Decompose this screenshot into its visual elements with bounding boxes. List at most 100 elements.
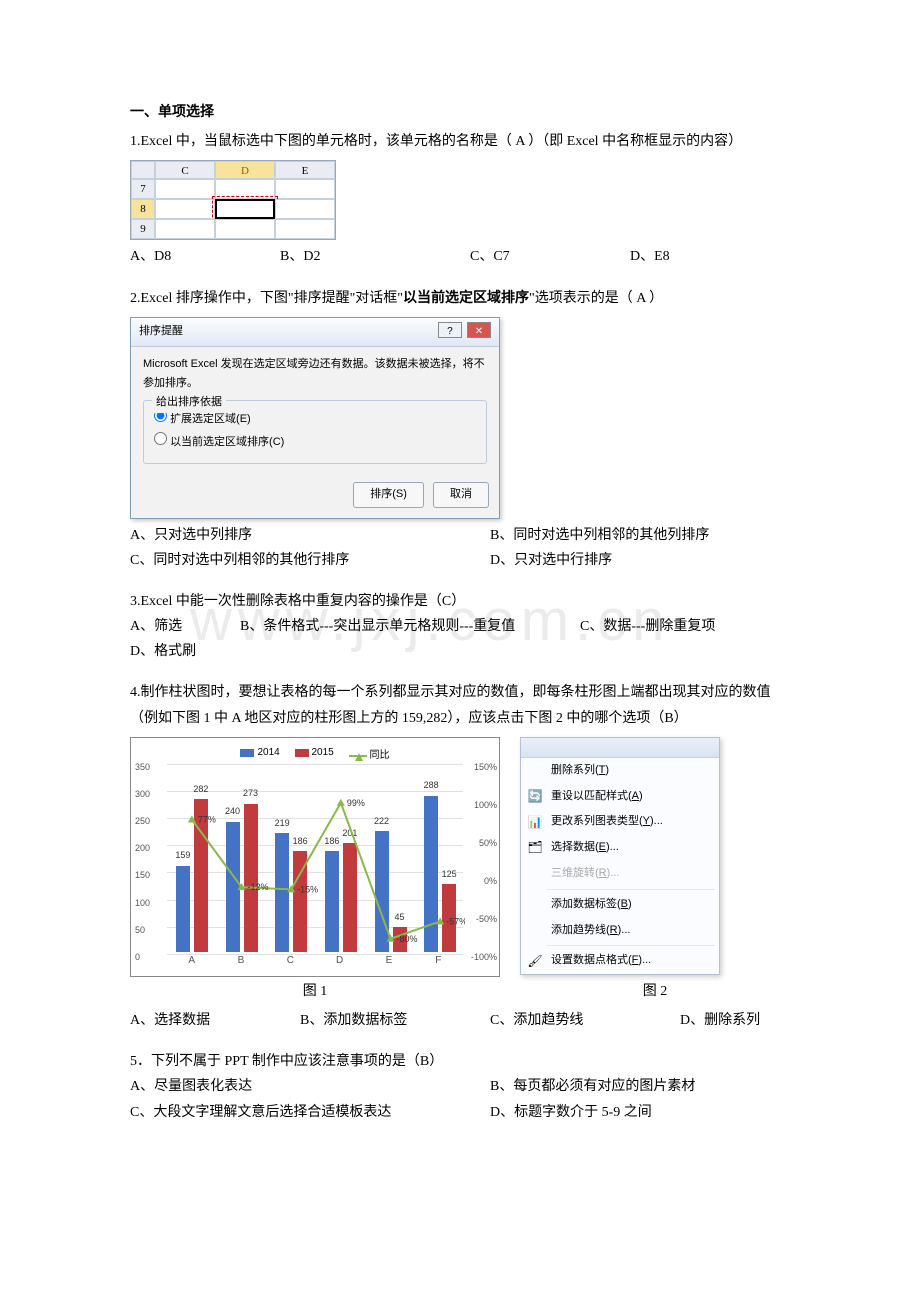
menu-item[interactable]: 📊 更改系列图表类型(Y)... xyxy=(521,809,719,835)
cell xyxy=(155,179,215,199)
cell xyxy=(275,199,335,219)
legend-line-icon xyxy=(349,755,367,757)
section-heading: 一、单项选择 xyxy=(130,100,790,125)
opt-d: D、E8 xyxy=(630,244,670,269)
opt-a: A、尽量图表化表达 xyxy=(130,1074,490,1099)
menu-item: 三维旋转(R)... xyxy=(521,861,719,887)
menu-label: 添加趋势线(R)... xyxy=(551,921,630,941)
q2-suffix: "选项表示的是（ A ） xyxy=(529,291,663,306)
svg-text:-57%: -57% xyxy=(446,916,465,926)
opt-a: A、D8 xyxy=(130,244,280,269)
legend-label: 同比 xyxy=(370,747,390,765)
opt-c: C、大段文字理解文意后选择合适模板表达 xyxy=(130,1100,490,1125)
menu-icon: 🗂 xyxy=(525,840,545,856)
context-menu: 删除系列(T) 🔄重设以匹配样式(A) 📊 更改系列图表类型(Y)... 🗂选择数据(E… xyxy=(520,737,720,975)
dialog-message: Microsoft Excel 发现在选定区域旁边还有数据。该数据未被选择，将不… xyxy=(143,355,487,395)
row-header: 9 xyxy=(131,219,155,239)
opt-c: C、同时对选中列相邻的其他行排序 xyxy=(130,548,490,573)
bar-chart: 2014 2015 同比 050100150200250300350 -100%… xyxy=(130,737,500,977)
caption-fig2: 图 2 xyxy=(520,979,790,1004)
menu-icon xyxy=(525,897,545,913)
menu-label: 删除系列(T) xyxy=(551,761,609,781)
radio-current[interactable]: 以当前选定区域排序(C) xyxy=(154,432,476,453)
legend-2014: 2014 xyxy=(240,744,279,762)
question-2: 2.Excel 排序操作中，下图"排序提醒"对话框"以当前选定区域排序"选项表示… xyxy=(130,286,790,573)
menu-label: 重设以匹配样式(A) xyxy=(551,787,643,807)
menu-item[interactable]: 🔄重设以匹配样式(A) xyxy=(521,784,719,810)
close-icon[interactable]: ✕ xyxy=(467,322,491,338)
col-header: D xyxy=(215,161,275,179)
question-1: 1.Excel 中，当鼠标选中下图的单元格时，该单元格的名称是（ A ）（即 E… xyxy=(130,129,790,269)
q5-options-1: A、尽量图表化表达 B、每页都必须有对应的图片素材 xyxy=(130,1074,790,1099)
menu-item[interactable]: 添加数据标签(B) xyxy=(521,892,719,918)
q5-options-2: C、大段文字理解文意后选择合适模板表达 D、标题字数介于 5-9 之间 xyxy=(130,1100,790,1125)
menu-icon: 🖌 xyxy=(525,953,545,969)
opt-d: D、只对选中行排序 xyxy=(490,548,612,573)
menu-icon: 📊 xyxy=(525,814,545,830)
q4-options: A、选择数据 B、添加数据标签 C、添加趋势线 D、删除系列 xyxy=(130,1008,790,1033)
dialog-titlebar: 排序提醒 ? ✕ xyxy=(131,318,499,347)
legend-label: 2015 xyxy=(312,744,334,762)
selected-cell xyxy=(215,199,275,219)
radio-label: 以当前选定区域排序(C) xyxy=(170,436,284,448)
dialog-title: 排序提醒 xyxy=(139,322,183,342)
cell xyxy=(275,219,335,239)
captions: 图 1 图 2 xyxy=(130,979,790,1004)
sort-warning-dialog: 排序提醒 ? ✕ Microsoft Excel 发现在选定区域旁边还有数据。该… xyxy=(130,317,500,519)
menu-header xyxy=(521,738,719,758)
opt-a: A、选择数据 xyxy=(130,1008,300,1033)
opt-c: C、C7 xyxy=(470,244,630,269)
radio-label: 扩展选定区域(E) xyxy=(170,413,251,425)
opt-d: D、格式刷 xyxy=(130,639,790,664)
opt-b: B、D2 xyxy=(280,244,470,269)
cancel-button[interactable]: 取消 xyxy=(433,482,489,508)
caption-fig1: 图 1 xyxy=(130,979,500,1004)
q2-prefix: 2.Excel 排序操作中，下图"排序提醒"对话框" xyxy=(130,291,403,306)
legend-line: 同比 xyxy=(349,747,390,765)
menu-icon xyxy=(525,923,545,939)
menu-item[interactable]: 删除系列(T) xyxy=(521,758,719,784)
menu-label: 更改系列图表类型(Y)... xyxy=(551,812,663,832)
svg-text:99%: 99% xyxy=(347,798,365,808)
col-header: E xyxy=(275,161,335,179)
q3-text: 3.Excel 中能一次性删除表格中重复内容的操作是（C） xyxy=(130,589,790,614)
row-header: 8 xyxy=(131,199,155,219)
y-axis-right: -100%-50%0%50%100%150% xyxy=(465,764,497,952)
chart-legend: 2014 2015 同比 xyxy=(131,744,499,765)
q2-options: A、只对选中列排序 B、同时对选中列相邻的其他列排序 xyxy=(130,523,790,548)
row-header: 7 xyxy=(131,179,155,199)
q2-text: 2.Excel 排序操作中，下图"排序提醒"对话框"以当前选定区域排序"选项表示… xyxy=(130,286,790,311)
cell xyxy=(215,219,275,239)
opt-c: C、添加趋势线 xyxy=(490,1008,680,1033)
opt-b: B、同时对选中列相邻的其他列排序 xyxy=(490,523,709,548)
radio-input[interactable] xyxy=(154,432,167,445)
dialog-footer: 排序(S) 取消 xyxy=(131,478,499,518)
menu-item[interactable]: 🗂选择数据(E)... xyxy=(521,835,719,861)
plot-area: 1592822402732191861862012224528812577%-1… xyxy=(167,764,463,952)
q3-options-1: A、筛选 B、条件格式---突出显示单元格规则---重复值 C、数据---删除重… xyxy=(130,614,790,639)
svg-text:77%: 77% xyxy=(198,814,216,824)
q1-options: A、D8 B、D2 C、C7 D、E8 xyxy=(130,244,790,269)
excel-grid-image: C D E 7 8 9 xyxy=(130,160,336,240)
help-icon[interactable]: ? xyxy=(438,322,462,338)
cell xyxy=(275,179,335,199)
menu-label: 添加数据标签(B) xyxy=(551,895,632,915)
opt-d: D、删除系列 xyxy=(680,1008,760,1033)
grid-corner xyxy=(131,161,155,179)
opt-b: B、条件格式---突出显示单元格规则---重复值 xyxy=(240,614,580,639)
legend-swatch-icon xyxy=(295,749,309,757)
legend-swatch-icon xyxy=(240,749,254,757)
opt-c: C、数据---删除重复项 xyxy=(580,614,715,639)
cell xyxy=(155,219,215,239)
opt-a: A、筛选 xyxy=(130,614,240,639)
sort-button[interactable]: 排序(S) xyxy=(353,482,424,508)
fieldset-legend: 给出排序依据 xyxy=(152,393,226,413)
menu-item[interactable]: 添加趋势线(R)... xyxy=(521,918,719,944)
legend-2015: 2015 xyxy=(295,744,334,762)
svg-text:-12%: -12% xyxy=(248,882,269,892)
svg-text:-15%: -15% xyxy=(297,884,318,894)
menu-item[interactable]: 🖌设置数据点格式(F)... xyxy=(521,948,719,974)
dialog-body: Microsoft Excel 发现在选定区域旁边还有数据。该数据未被选择，将不… xyxy=(131,347,499,478)
q2-bold: 以当前选定区域排序 xyxy=(403,291,529,306)
x-axis: ABCDEF xyxy=(167,952,463,970)
